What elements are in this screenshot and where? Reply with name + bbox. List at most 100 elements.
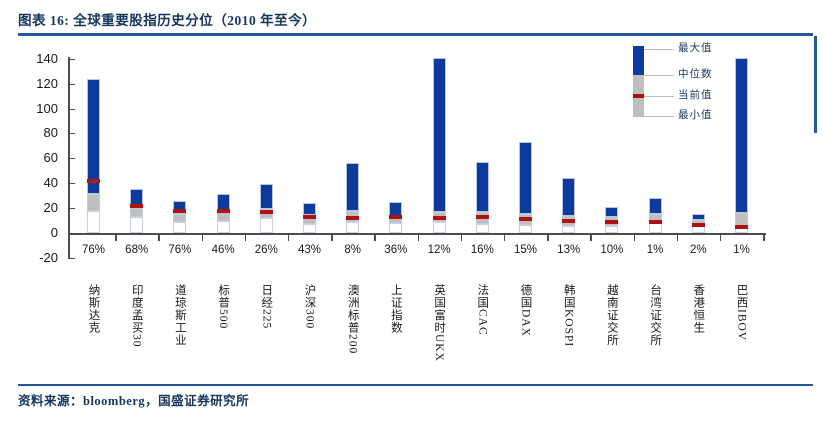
x-axis-tick [460,235,463,241]
bar-base-segment [130,216,144,233]
y-axis-label: 80 [43,125,58,141]
chart-title: 图表 16: 全球重要股指历史分位（2010 年至今） [18,13,317,28]
category-label: 德国DAX [519,284,532,337]
category-label: 巴西IBOV [735,284,748,342]
x-axis-tick [763,235,765,241]
bar-base-segment [519,224,532,233]
percentile-label: 15% [513,244,538,256]
x-axis-tick [503,235,506,241]
percentile-label: 76% [168,244,192,256]
current-value-marker [432,216,446,221]
current-value-marker [605,219,619,224]
bar-base-segment [216,220,230,233]
bar-min-to-median-segment [130,208,144,217]
percentile-label: 36% [384,244,408,256]
bar-median-to-max-segment [691,213,705,220]
x-axis-tick [115,235,117,241]
bar-median-to-max-segment [87,78,100,195]
percentile-label: 16% [470,244,494,256]
bar-median-to-max-segment [648,197,662,214]
category-label: 上证指数 [389,284,402,334]
bar-median-to-max-segment [735,57,748,214]
bar-min-to-median-segment [87,194,100,211]
legend-sample-max-segment [633,46,644,75]
bar-base-segment [346,221,360,233]
legend-connector-line [644,115,674,117]
bar-base-segment [259,218,273,233]
x-axis-tick [719,235,722,241]
x-axis-tick [676,235,679,241]
x-axis-tick [201,235,203,241]
legend-connector-line [644,96,674,97]
bar-median-to-max-segment [303,203,316,215]
category-label: 纳斯达克 [87,284,100,334]
current-value-marker [519,216,532,221]
category-label: 英国富时UKX [433,284,446,362]
source-note: 资料来源：bloomberg，国盛证券研究所 [18,394,250,408]
current-value-marker [130,204,144,209]
x-axis-tick [633,235,635,241]
current-value-marker [389,215,403,220]
percentile-label: 8% [344,244,361,256]
footer-divider [18,384,813,386]
bar-min-to-median-segment [173,213,187,222]
legend-connector-line [644,48,674,50]
y-axis-tick [69,183,75,185]
x-axis-tick [417,235,419,241]
percentile-label: 2% [689,244,707,256]
category-label: 印度孟买30 [130,284,143,348]
y-axis-label: 0 [50,225,58,240]
current-value-marker [648,219,662,224]
x-axis-tick [158,235,160,241]
bar-median-to-max-segment [475,162,489,212]
y-axis-line [68,57,70,259]
y-axis-label: 20 [43,200,58,216]
percentile-label: 46% [211,244,235,256]
legend-item-label: 最大值 [678,42,713,54]
percentile-label: 1% [733,244,750,256]
bar-median-to-max-segment [432,57,446,212]
header-divider [18,33,813,36]
category-label: 越南证交所 [605,284,618,347]
percentile-label: 12% [427,244,451,256]
category-label: 法国CAC [476,284,489,336]
legend-sample-current-marker [633,94,644,98]
bar-median-to-max-segment [259,183,273,209]
legend-item-label: 中位数 [678,69,713,80]
bar-base-segment [303,223,316,233]
category-label: 道琼斯工业 [173,284,186,347]
bar-base-segment [605,226,619,233]
percentile-label: 76% [81,244,106,256]
category-label: 澳洲标普200 [346,284,359,355]
bar-median-to-max-segment [605,206,619,218]
y-axis-tick [69,158,75,160]
x-axis-tick [547,235,549,241]
x-axis-tick [244,235,247,241]
category-label: 韩国KOSPI [562,284,575,348]
y-axis-tick [69,58,75,60]
percentile-label: 10% [600,244,624,256]
y-axis-label: -20 [39,249,58,265]
bar-base-segment [173,221,187,233]
y-axis-tick [69,83,75,85]
bar-median-to-max-segment [389,201,403,216]
y-axis-label: 120 [36,75,58,91]
current-value-marker [216,209,230,214]
legend-item-label: 最小值 [678,109,713,121]
category-label: 日经225 [260,284,273,330]
x-axis-tick [287,235,290,241]
y-axis-label: 40 [43,175,58,191]
legend-connector-line [644,75,674,76]
current-value-marker [303,214,316,219]
category-label: 台湾证交所 [649,284,662,347]
y-axis-label: 60 [43,150,58,166]
x-axis-line [68,233,766,235]
bar-base-segment [87,210,100,233]
bar-base-segment [432,222,446,233]
right-border-line [814,36,817,133]
percentile-label: 68% [125,244,149,256]
percentile-label: 1% [646,244,664,256]
current-value-marker [346,216,360,221]
y-axis-label: 140 [36,50,58,66]
current-value-marker [87,178,100,183]
